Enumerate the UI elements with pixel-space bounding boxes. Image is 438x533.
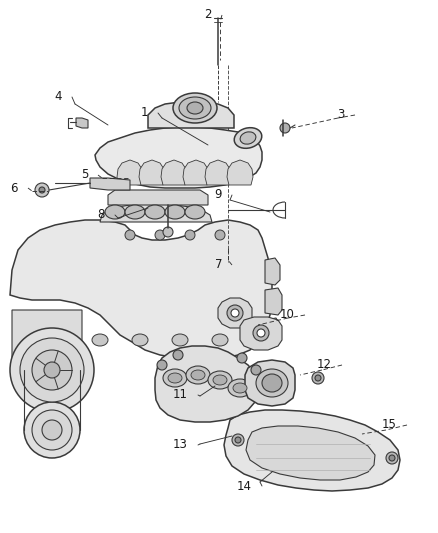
Text: 15: 15	[382, 418, 397, 432]
Ellipse shape	[32, 410, 72, 450]
Ellipse shape	[228, 379, 252, 397]
Polygon shape	[108, 190, 208, 205]
Ellipse shape	[231, 309, 239, 317]
Polygon shape	[90, 178, 130, 190]
Text: 14: 14	[237, 480, 252, 492]
Ellipse shape	[227, 305, 243, 321]
Polygon shape	[76, 118, 88, 128]
Polygon shape	[148, 102, 234, 128]
Text: 9: 9	[215, 189, 222, 201]
Ellipse shape	[251, 365, 261, 375]
Ellipse shape	[233, 383, 247, 393]
Ellipse shape	[213, 375, 227, 385]
Ellipse shape	[125, 205, 145, 219]
Ellipse shape	[32, 350, 72, 390]
Polygon shape	[265, 258, 280, 285]
Text: 13: 13	[173, 439, 188, 451]
Text: 4: 4	[54, 91, 62, 103]
Ellipse shape	[157, 360, 167, 370]
Ellipse shape	[237, 353, 247, 363]
Ellipse shape	[24, 402, 80, 458]
Ellipse shape	[186, 366, 210, 384]
Polygon shape	[246, 426, 375, 480]
Polygon shape	[227, 160, 253, 185]
Polygon shape	[161, 160, 187, 185]
Ellipse shape	[257, 329, 265, 337]
Ellipse shape	[280, 123, 290, 133]
Ellipse shape	[191, 370, 205, 380]
Polygon shape	[100, 204, 212, 222]
Ellipse shape	[179, 97, 211, 119]
Ellipse shape	[132, 334, 148, 346]
Ellipse shape	[163, 227, 173, 237]
Ellipse shape	[240, 132, 256, 144]
Polygon shape	[155, 346, 258, 422]
Ellipse shape	[185, 230, 195, 240]
Polygon shape	[12, 310, 82, 392]
Text: 7: 7	[215, 259, 222, 271]
Text: 6: 6	[11, 182, 18, 195]
Text: 11: 11	[173, 389, 188, 401]
Ellipse shape	[212, 334, 228, 346]
Polygon shape	[183, 160, 209, 185]
Polygon shape	[224, 410, 400, 491]
Ellipse shape	[165, 205, 185, 219]
Ellipse shape	[173, 93, 217, 123]
Ellipse shape	[312, 372, 324, 384]
Text: 2: 2	[205, 9, 212, 21]
Polygon shape	[95, 127, 262, 188]
Ellipse shape	[145, 205, 165, 219]
Text: 3: 3	[338, 109, 345, 122]
Polygon shape	[205, 160, 231, 185]
Ellipse shape	[262, 374, 282, 392]
Polygon shape	[240, 317, 282, 350]
Text: 5: 5	[81, 168, 88, 182]
Ellipse shape	[187, 102, 203, 114]
Ellipse shape	[163, 369, 187, 387]
Ellipse shape	[92, 334, 108, 346]
Ellipse shape	[10, 328, 94, 412]
Ellipse shape	[35, 183, 49, 197]
Ellipse shape	[215, 230, 225, 240]
Text: 12: 12	[317, 359, 332, 372]
Polygon shape	[117, 160, 143, 185]
Ellipse shape	[125, 230, 135, 240]
Ellipse shape	[172, 334, 188, 346]
Ellipse shape	[39, 187, 45, 193]
Ellipse shape	[253, 325, 269, 341]
Ellipse shape	[386, 452, 398, 464]
Ellipse shape	[185, 205, 205, 219]
Polygon shape	[265, 318, 280, 342]
Ellipse shape	[315, 375, 321, 381]
Ellipse shape	[155, 230, 165, 240]
Ellipse shape	[235, 437, 241, 443]
Polygon shape	[10, 220, 272, 360]
Ellipse shape	[168, 373, 182, 383]
Polygon shape	[139, 160, 165, 185]
Ellipse shape	[256, 369, 288, 397]
Text: 8: 8	[98, 208, 105, 222]
Ellipse shape	[208, 371, 232, 389]
Ellipse shape	[173, 350, 183, 360]
Ellipse shape	[234, 128, 262, 148]
Text: 1: 1	[141, 107, 148, 119]
Text: 10: 10	[280, 309, 295, 321]
Ellipse shape	[389, 455, 395, 461]
Ellipse shape	[105, 205, 125, 219]
Ellipse shape	[44, 362, 60, 378]
Polygon shape	[218, 298, 252, 328]
Polygon shape	[265, 288, 282, 315]
Polygon shape	[245, 360, 295, 406]
Ellipse shape	[20, 338, 84, 402]
Ellipse shape	[42, 420, 62, 440]
Ellipse shape	[232, 434, 244, 446]
